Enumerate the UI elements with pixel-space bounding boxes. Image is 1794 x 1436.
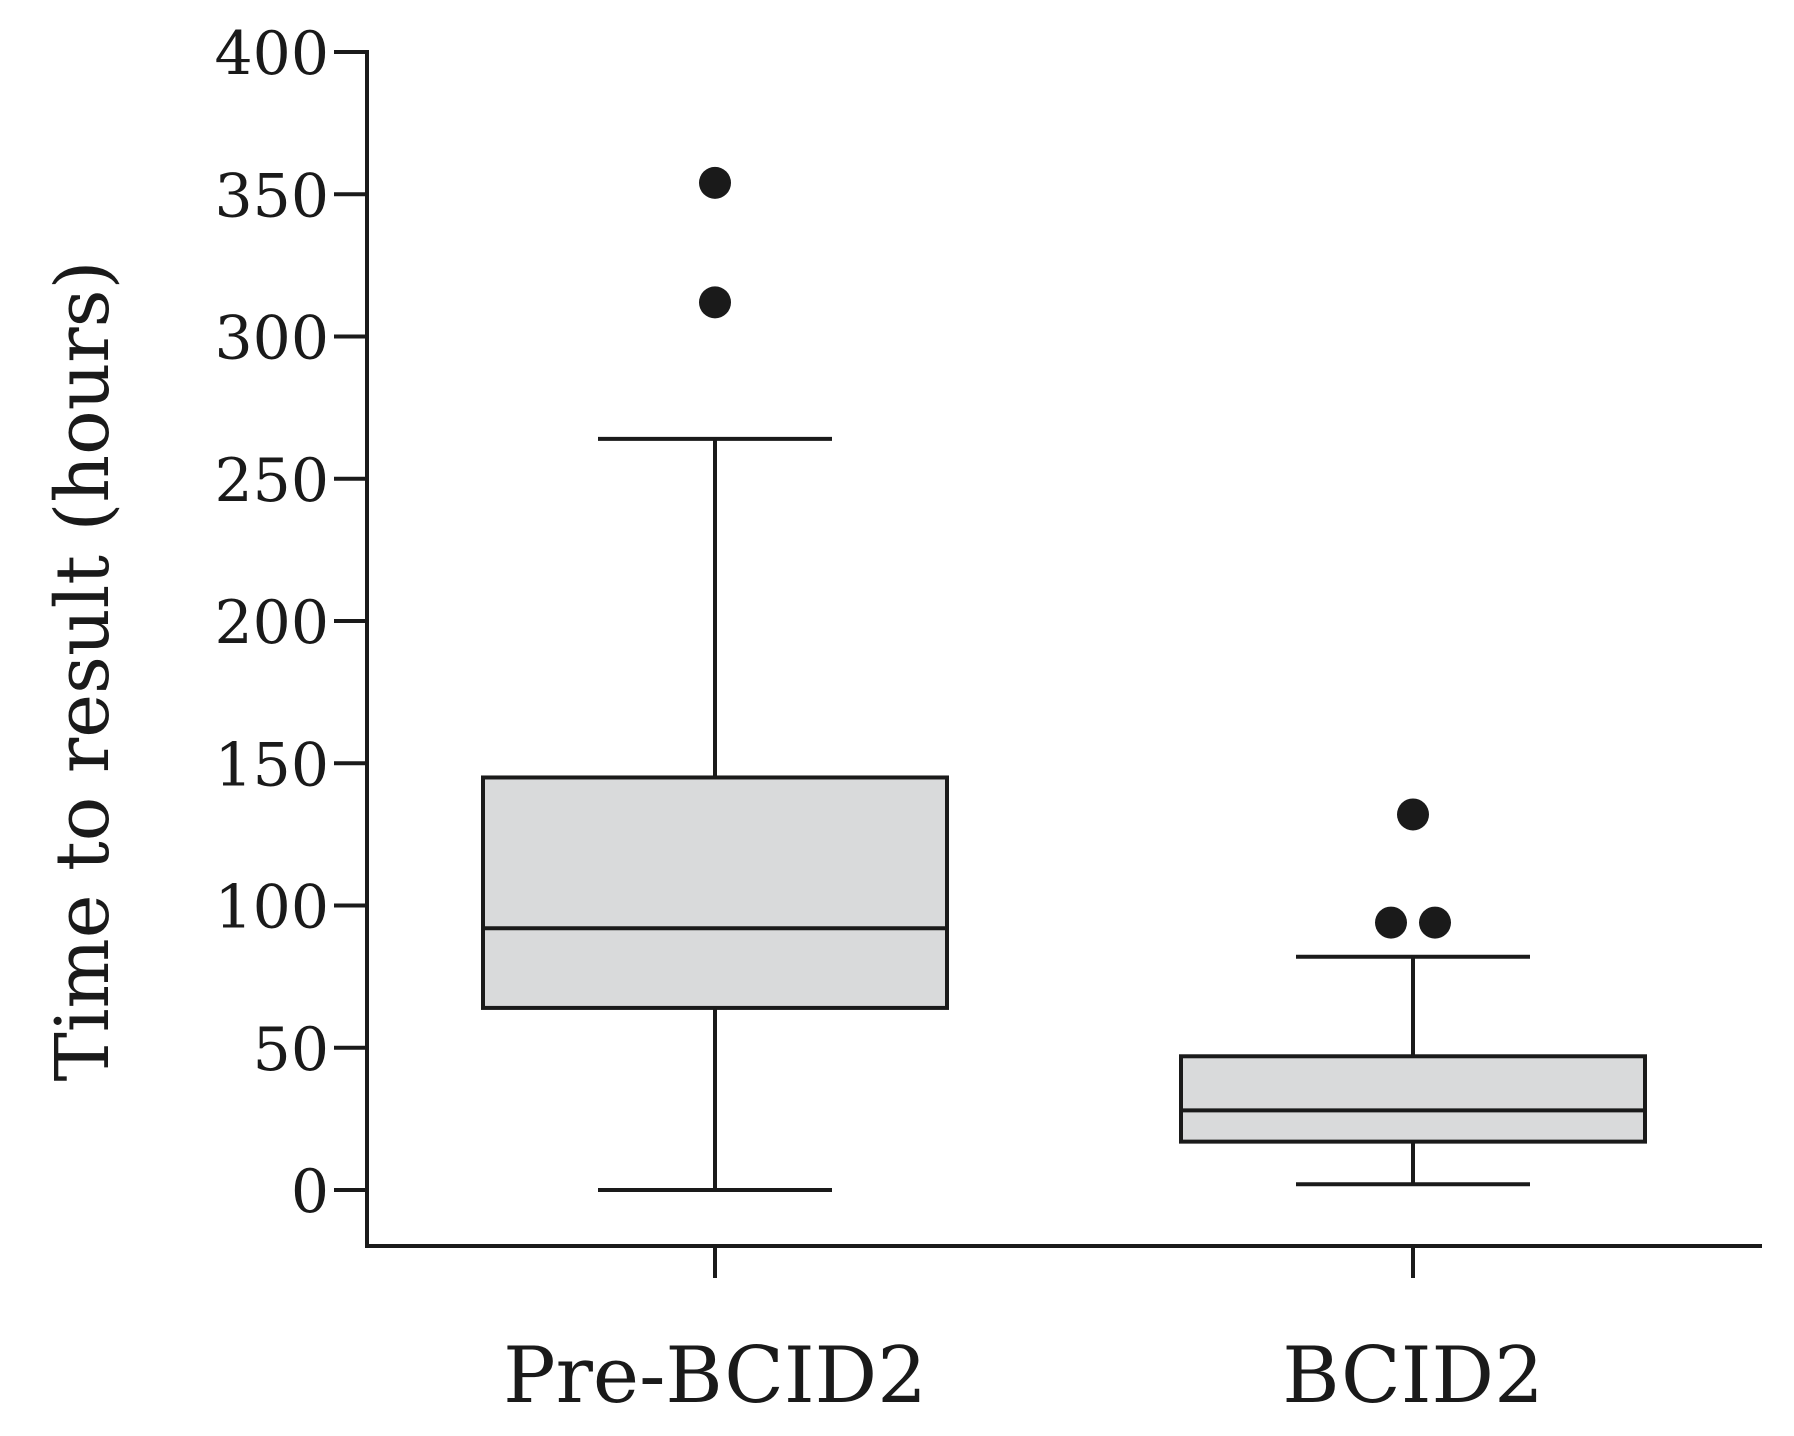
y-tick-label: 150 bbox=[214, 730, 329, 800]
box-pre-bcid2 bbox=[481, 166, 949, 1192]
iqr-box bbox=[481, 775, 949, 1010]
y-tick-label: 400 bbox=[214, 19, 329, 89]
x-axis: Pre-BCID2 BCID2 bbox=[365, 1244, 1762, 1421]
x-category-label: Pre-BCID2 bbox=[503, 1331, 927, 1421]
outlier-point bbox=[1397, 798, 1429, 831]
box-series bbox=[481, 166, 1647, 1192]
y-tick-label: 250 bbox=[214, 446, 329, 516]
x-category-label: BCID2 bbox=[1282, 1331, 1543, 1421]
box-bcid2 bbox=[1179, 798, 1647, 1187]
outlier-point bbox=[699, 286, 731, 319]
y-tick-label: 50 bbox=[253, 1015, 329, 1085]
y-tick-label: 200 bbox=[214, 588, 329, 658]
y-axis: 0 50 100 150 200 250 300 350 400 bbox=[214, 19, 369, 1248]
y-tick-label: 100 bbox=[214, 873, 329, 943]
outlier-point bbox=[1419, 906, 1451, 939]
outlier-point bbox=[1375, 906, 1407, 939]
y-tick-label: 300 bbox=[214, 304, 329, 374]
iqr-box bbox=[1179, 1054, 1647, 1144]
outlier-point bbox=[699, 166, 731, 199]
y-tick-label: 0 bbox=[291, 1157, 329, 1227]
y-axis-title: Time to result (hours) bbox=[40, 260, 126, 1081]
y-tick-label: 350 bbox=[214, 161, 329, 231]
